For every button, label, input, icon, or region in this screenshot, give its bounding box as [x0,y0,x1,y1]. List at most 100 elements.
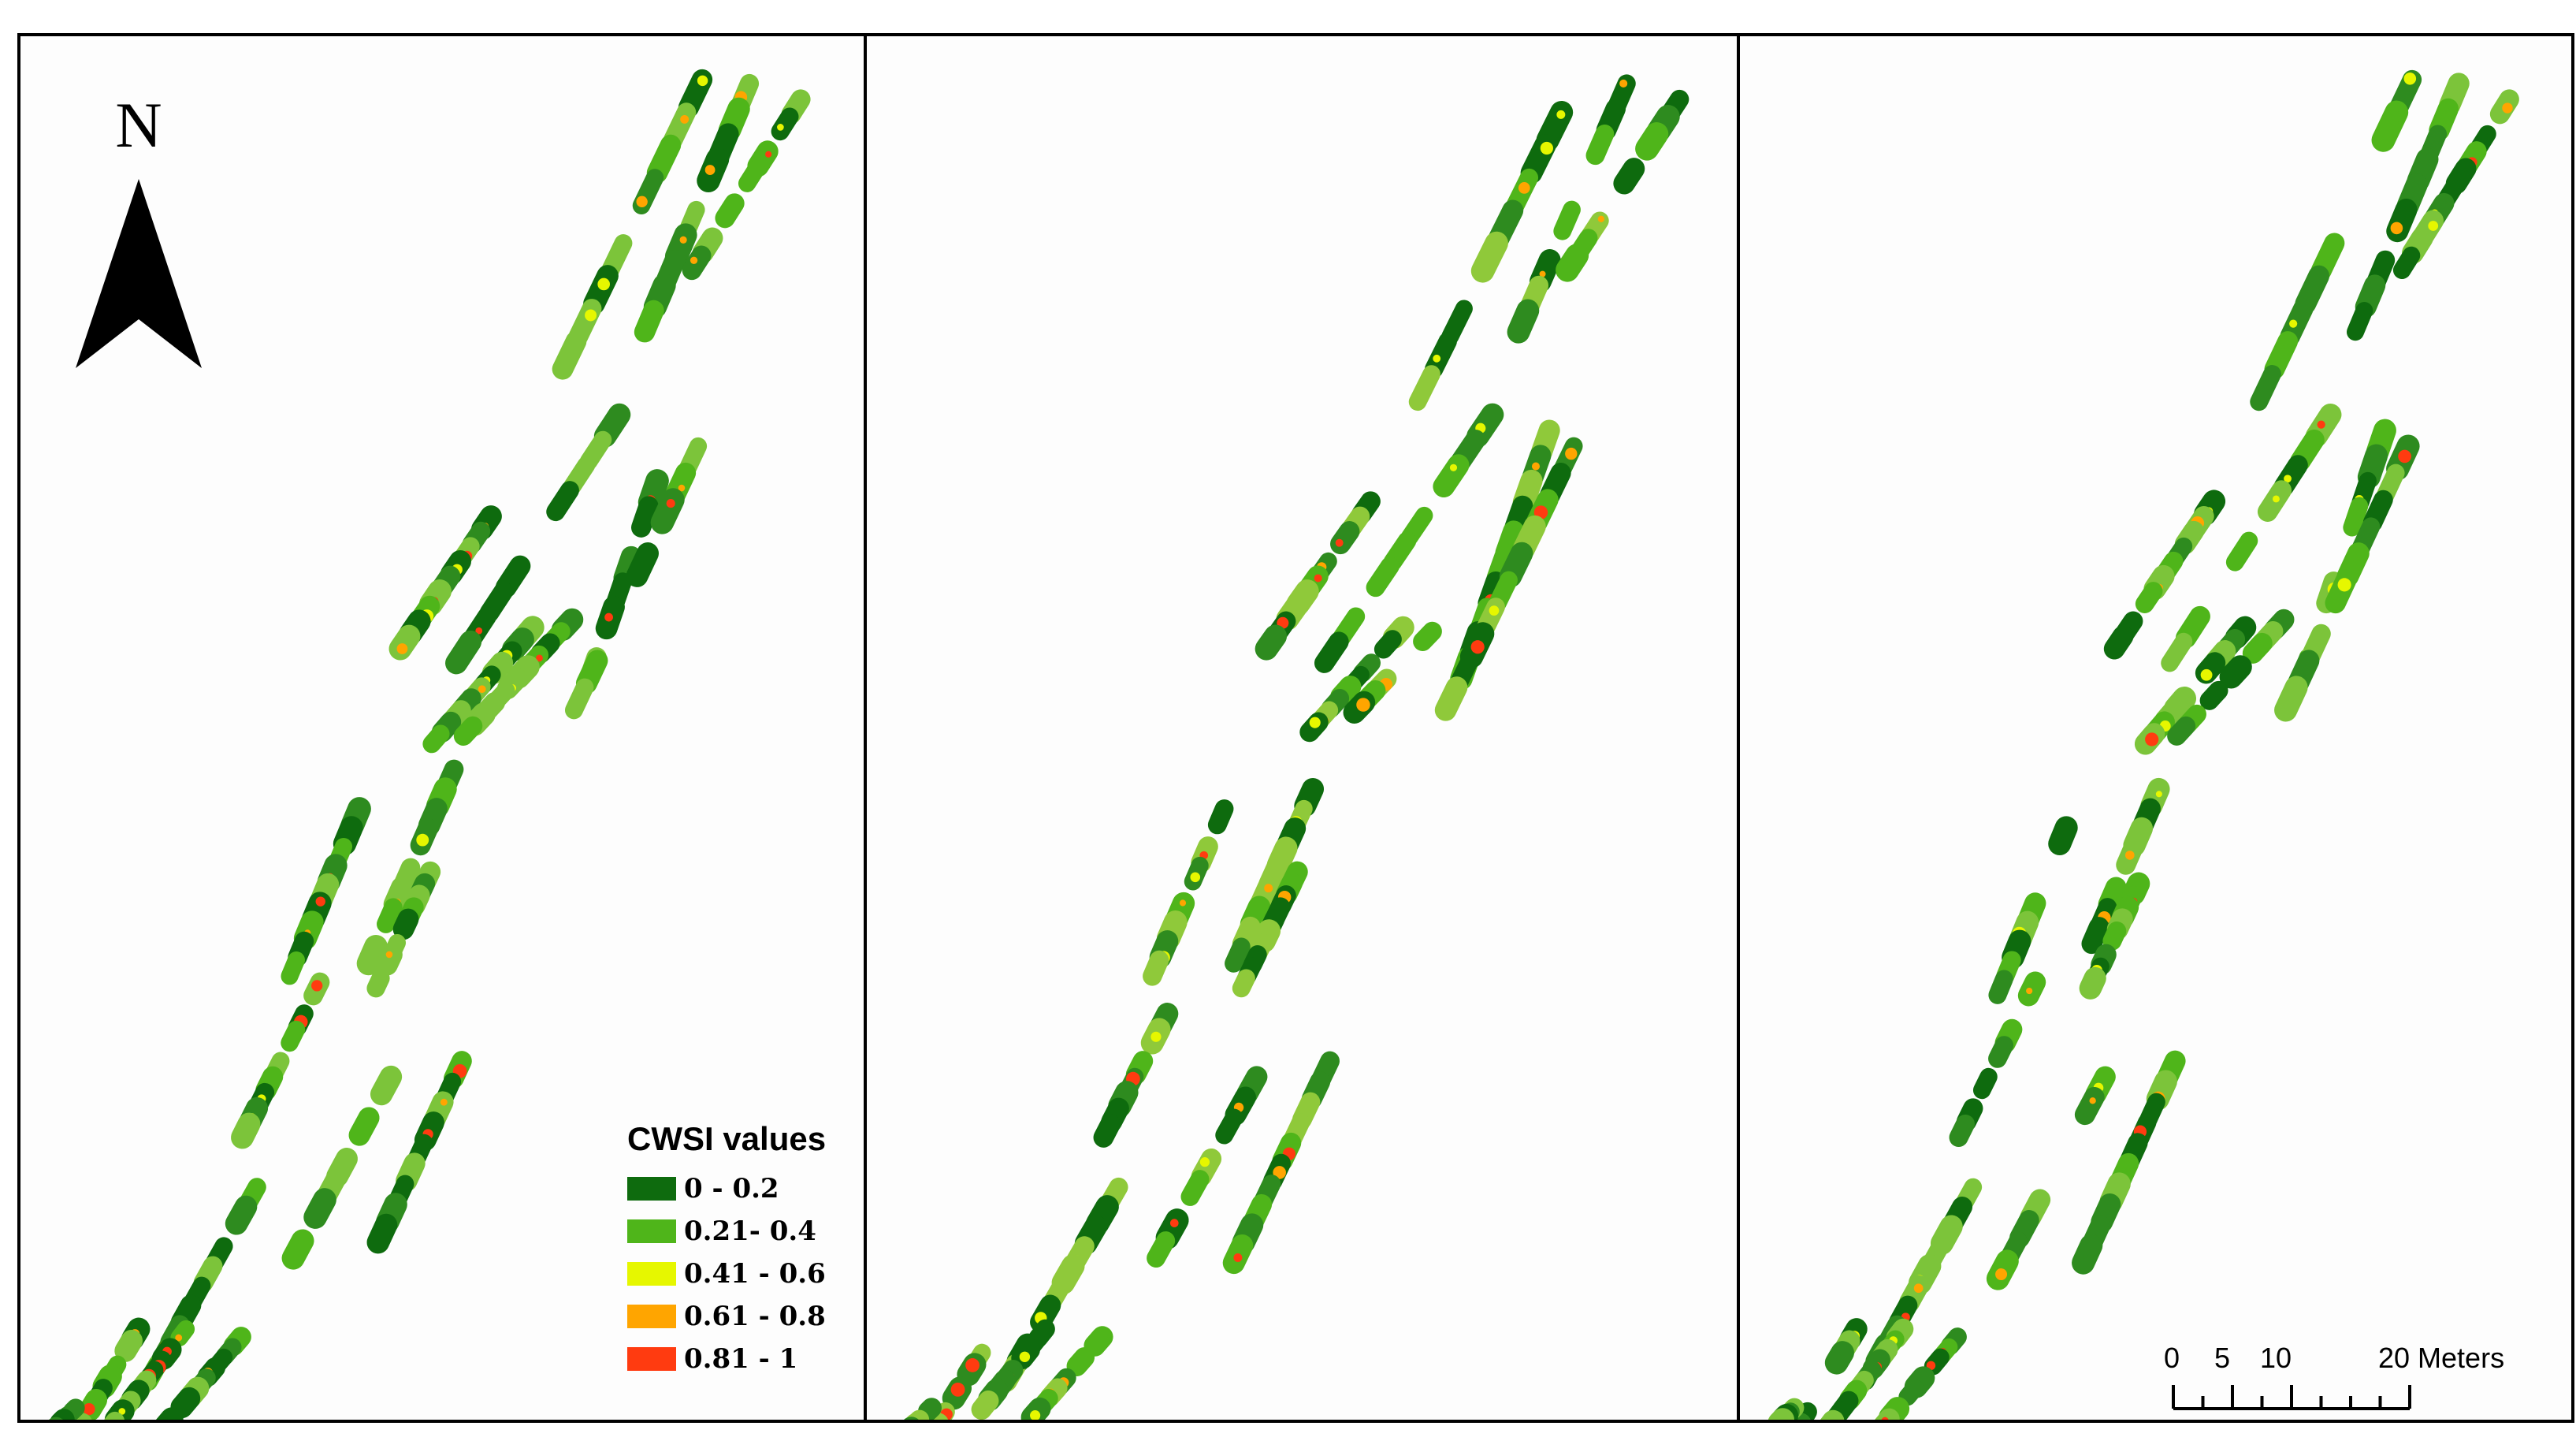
vine-row-segment [1207,799,1234,835]
scale-bar-ruler [2172,1385,2411,1410]
vine-row-segment [2102,921,2127,951]
stress-spot [2428,221,2439,231]
stress-spot [1309,717,1321,728]
vine-row-segment [1093,1114,1121,1148]
vine-row-segment [366,1213,398,1254]
stress-spot [597,277,610,291]
vine-row-segment [2250,365,2281,411]
cwsi-legend: CWSI values 0 - 0.2 0.21- 0.4 0.41 - 0.6… [627,1120,864,1380]
vine-row-segment [2343,497,2369,537]
stress-spot [2200,668,2213,681]
north-label: N [115,89,162,161]
stress-spot [950,1382,965,1397]
stress-spot [679,236,687,244]
legend-label: 0.81 - 1 [684,1343,798,1375]
vine-row-segment [303,1188,336,1229]
vine-row-segment [2242,632,2273,664]
vine-row-segment [682,245,712,281]
vine-row-segment [1988,970,2013,1004]
legend-item: 0.21- 0.4 [627,1210,864,1253]
stress-spot [2284,475,2292,483]
vine-row-segment [348,1107,380,1146]
stress-spot [909,1421,917,1423]
vine-row-segment [631,496,659,538]
vine-row-segment [2219,655,2252,689]
stress-spot [2289,319,2298,328]
vine-row-segment [626,542,659,587]
vine-row-segment [1408,365,1440,411]
vine-row-segment [2392,246,2421,280]
vine-row-segment [392,908,419,940]
vine-row-segment [422,724,450,754]
stress-spot [697,75,708,87]
stress-spot [777,124,784,131]
stress-spot [1470,640,1485,654]
stress-spot [2390,222,2403,235]
stress-spot [311,980,323,992]
vine-row-segment [1470,231,1508,283]
stress-spot [1449,464,1458,471]
scale-label-5: 5 [2214,1342,2231,1374]
stress-spot [475,627,483,635]
vine-row-segment [1084,1326,1113,1357]
vine-row-segment [918,1398,942,1420]
legend-item: 0.61 - 0.8 [627,1295,864,1338]
vine-row-segment [281,1020,306,1052]
stress-spot [678,484,686,492]
vine-row-segment [1820,1409,1845,1420]
map-panel-2 [864,33,1740,1423]
vine-row-segment [971,1390,999,1420]
stress-spot [1179,899,1187,907]
vine-row-segment [1585,125,1615,166]
vine-row-segment [281,1229,314,1270]
scale-label-10: 10 [2260,1342,2292,1374]
vine-row-segment [1225,937,1251,973]
stress-spot [2502,102,2513,114]
stress-spot [1539,270,1546,277]
stress-spot [1314,574,1322,583]
stress-spot [2089,1097,2096,1104]
vine-row-segment [225,1195,258,1235]
vine-rows-map-2 [904,74,1689,1423]
vine-row-segment [1507,299,1540,344]
vine-row-segment [546,481,579,522]
stress-spot [536,654,543,662]
vine-row-segment [1434,676,1468,721]
stress-spot [1233,1253,1243,1263]
vine-row-segment [2295,265,2330,315]
vine-row-segment [1366,557,1400,598]
vine-row-segment [1232,969,1255,998]
vine-rows-map-3 [1768,69,2519,1420]
stress-spot [1489,605,1500,616]
stress-spot [478,685,486,694]
stress-spot [1540,141,1553,155]
stress-spot [2155,791,2162,798]
vine-row-segment [453,716,483,746]
vine-row-segment [170,1387,201,1419]
stress-spot [2337,578,2351,592]
stress-spot [2317,420,2325,429]
vine-row-segment [1556,244,1589,282]
vine-row-segment [1373,630,1402,659]
stress-spot [2124,851,2135,860]
vine-row-segment [738,159,766,192]
vine-row-segment [231,1112,261,1149]
legend-label: 0.41 - 0.6 [684,1258,826,1290]
stress-spot [1565,447,1578,460]
vine-row-segment [2199,680,2228,710]
legend-label: 0.21- 0.4 [684,1216,816,1247]
vine-row-segment [2167,716,2196,746]
stress-spot [704,165,716,175]
vine-row-segment [1768,1408,1795,1420]
stress-spot [1273,1166,1286,1179]
scale-label-20: 20 Meters [2378,1342,2505,1374]
vine-row-segment [1143,950,1169,986]
legend-label: 0 - 0.2 [684,1173,779,1204]
vine-row-segment [1413,621,1442,652]
stress-spot [585,309,597,322]
stress-spot [1190,872,1201,883]
vine-row-segment [114,1330,143,1362]
stress-spot [1356,698,1370,712]
vine-row-segment [2081,917,2109,955]
